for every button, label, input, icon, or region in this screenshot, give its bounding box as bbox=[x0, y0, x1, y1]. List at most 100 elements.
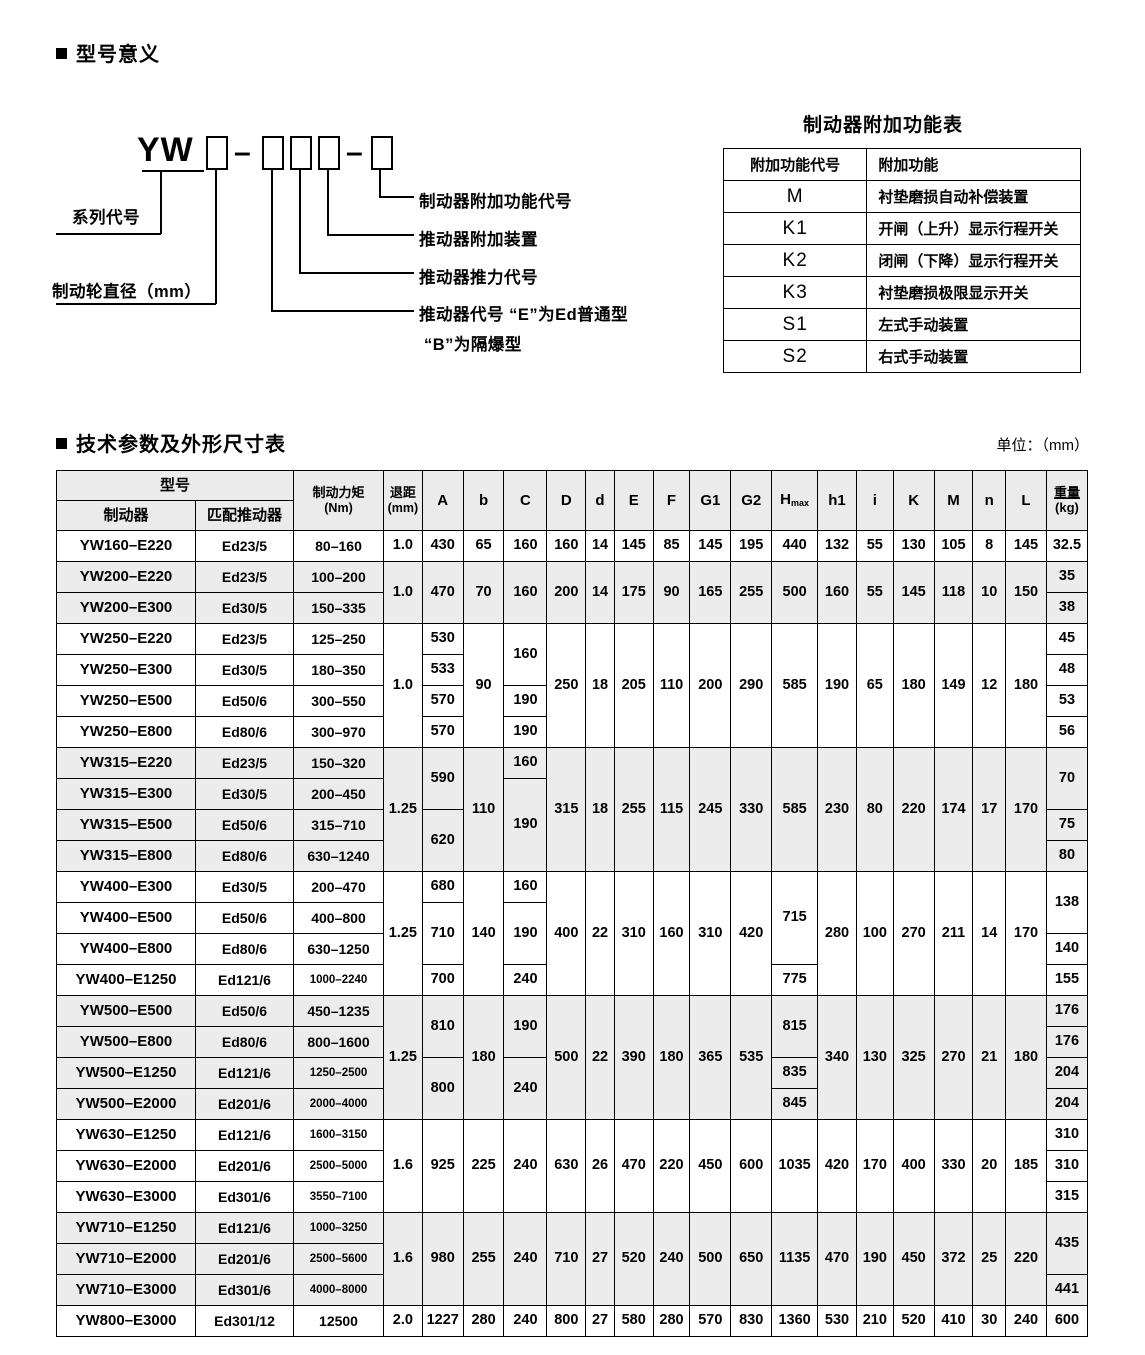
cell-A: 1227 bbox=[421, 1305, 464, 1337]
function-desc: 闭闸（下降）显示行程开关 bbox=[866, 244, 1081, 277]
cell-torque: 3550–7100 bbox=[293, 1181, 384, 1213]
cell-weight: 80 bbox=[1045, 840, 1089, 872]
cell-d: 22 bbox=[585, 871, 615, 996]
cell-torque: 100–200 bbox=[293, 561, 384, 593]
cell-K: 145 bbox=[892, 561, 935, 624]
cell-h1: 230 bbox=[817, 747, 857, 872]
cell-weight: 315 bbox=[1045, 1181, 1089, 1213]
table-row: YW710–E3000 Ed301/6 4000–8000 441 bbox=[56, 1274, 1089, 1306]
cell-weight: 48 bbox=[1045, 654, 1089, 686]
table-row: K3 衬垫磨损极限显示开关 bbox=[722, 276, 1081, 309]
cell-M: 330 bbox=[933, 1119, 974, 1213]
cell-brake-model: YW200–E220 bbox=[56, 561, 196, 593]
section-title-text: 型号意义 bbox=[76, 44, 160, 66]
leader-thrust-horizontal bbox=[299, 272, 414, 274]
cell-pusher-model: Ed201/6 bbox=[194, 1150, 295, 1182]
table-row: K1 开闸（上升）显示行程开关 bbox=[722, 212, 1081, 245]
header-L: L bbox=[1005, 470, 1047, 531]
cell-C: 190 bbox=[503, 995, 548, 1058]
leader-pusherdev-vertical bbox=[327, 170, 329, 236]
square-bullet-icon bbox=[56, 48, 67, 59]
cell-i: 55 bbox=[855, 530, 894, 562]
cell-L: 170 bbox=[1005, 747, 1047, 872]
cell-G2: 255 bbox=[730, 561, 773, 624]
cell-pusher-model: Ed301/12 bbox=[194, 1305, 295, 1337]
table-row: YW200–E300 Ed30/5 150–335 38 bbox=[56, 592, 1089, 624]
header-brake: 制动器 bbox=[56, 500, 196, 531]
header-D: D bbox=[546, 470, 587, 531]
cell-D: 250 bbox=[546, 623, 587, 748]
cell-Hmax: 1360 bbox=[771, 1305, 819, 1337]
cell-brake-model: YW200–E300 bbox=[56, 592, 196, 624]
cell-Hmax: 1035 bbox=[771, 1119, 819, 1213]
cell-G1: 245 bbox=[689, 747, 732, 872]
cell-pusher-model: Ed121/6 bbox=[194, 1057, 295, 1089]
cell-weight: 70 bbox=[1045, 747, 1089, 810]
cell-pusher-model: Ed80/6 bbox=[194, 840, 295, 872]
section-heading-model-meaning: 型号意义 bbox=[56, 38, 160, 67]
table-row: YW710–E2000 Ed201/6 2500–5600 bbox=[56, 1243, 1088, 1275]
leader-thrust-vertical bbox=[299, 170, 301, 274]
header-i: i bbox=[855, 470, 894, 531]
header-A: A bbox=[421, 470, 464, 531]
cell-L: 220 bbox=[1005, 1212, 1047, 1306]
cell-D: 200 bbox=[546, 561, 587, 624]
cell-weight: 56 bbox=[1045, 716, 1089, 748]
label-brake-extra-function-code: 制动器附加功能代号 bbox=[419, 193, 572, 211]
cell-pusher-model: Ed50/6 bbox=[194, 902, 295, 934]
table-row: YW400–E800 Ed80/6 630–1250 140 bbox=[56, 933, 1089, 965]
leader-pushercode-horizontal bbox=[271, 310, 414, 312]
header-weight: 重量 (kg) bbox=[1045, 470, 1089, 531]
cell-n: 12 bbox=[972, 623, 1007, 748]
header-model-group: 型号 bbox=[55, 470, 295, 501]
cell-brake-model: YW500–E800 bbox=[56, 1026, 196, 1058]
table-row: YW630–E2000 Ed201/6 2500–5000 310 bbox=[56, 1150, 1089, 1182]
cell-K: 450 bbox=[892, 1212, 935, 1306]
cell-D: 315 bbox=[546, 747, 587, 872]
cell-b: 255 bbox=[462, 1212, 505, 1306]
cell-b: 90 bbox=[462, 623, 505, 748]
cell-backlash: 1.6 bbox=[382, 1119, 423, 1213]
table-row: S2 右式手动装置 bbox=[722, 340, 1081, 373]
label-wheel-diameter: 制动轮直径（mm） bbox=[52, 283, 202, 301]
cell-pusher-model: Ed30/5 bbox=[194, 654, 295, 686]
unit-note: 单位：（mm） bbox=[996, 437, 1090, 454]
cell-Hmax: 715 bbox=[771, 871, 819, 965]
cell-d: 22 bbox=[585, 995, 615, 1120]
cell-weight: 310 bbox=[1045, 1119, 1089, 1151]
cell-torque: 4000–8000 bbox=[293, 1274, 384, 1306]
table-header-row-sub: 制动器 匹配推动器 bbox=[56, 500, 1088, 531]
cell-pusher-model: Ed80/6 bbox=[194, 716, 295, 748]
brake-additional-function-table: 附加功能代号 附加功能 M 衬垫磨损自动补偿装置 K1 开闸（上升）显示行程开关… bbox=[722, 148, 1081, 373]
cell-torque: 180–350 bbox=[293, 654, 384, 686]
cell-C: 160 bbox=[503, 871, 548, 903]
function-desc: 衬垫磨损极限显示开关 bbox=[866, 276, 1081, 309]
cell-d: 27 bbox=[585, 1212, 615, 1306]
cell-weight: 155 bbox=[1045, 964, 1089, 996]
cell-K: 270 bbox=[892, 871, 935, 996]
cell-C: 240 bbox=[503, 1305, 548, 1337]
cell-A: 700 bbox=[421, 964, 464, 996]
label-pusher-thrust-code: 推动器推力代号 bbox=[419, 269, 538, 287]
cell-A: 570 bbox=[421, 716, 464, 748]
cell-L: 180 bbox=[1005, 995, 1047, 1120]
cell-weight: 441 bbox=[1045, 1274, 1089, 1306]
cell-brake-model: YW315–E800 bbox=[56, 840, 196, 872]
cell-d: 18 bbox=[585, 623, 615, 748]
cell-torque: 450–1235 bbox=[293, 995, 384, 1027]
cell-h1: 280 bbox=[817, 871, 857, 996]
header-function-desc: 附加功能 bbox=[866, 148, 1081, 181]
cell-torque: 1000–3250 bbox=[293, 1212, 384, 1244]
function-code: K1 bbox=[722, 212, 868, 245]
cell-Hmax: 440 bbox=[771, 530, 819, 562]
cell-E: 470 bbox=[613, 1119, 654, 1213]
table-row: YW400–E500 Ed50/6 400–800 710 190 bbox=[56, 902, 1088, 965]
code-box-pusher-code bbox=[262, 136, 284, 170]
cell-torque: 125–250 bbox=[293, 623, 384, 655]
cell-M: 410 bbox=[933, 1305, 974, 1337]
table-row: YW400–E300 Ed30/5 200–470 1.25 680 140 160 400 2… bbox=[56, 871, 1089, 996]
cell-h1: 190 bbox=[817, 623, 857, 748]
cell-A: 430 bbox=[421, 530, 464, 562]
table-header-row-top: 型号 制动力矩 (Nm) 退距 (mm) A b C D d E F G1 G2… bbox=[55, 470, 1089, 531]
cell-i: 55 bbox=[855, 561, 894, 624]
